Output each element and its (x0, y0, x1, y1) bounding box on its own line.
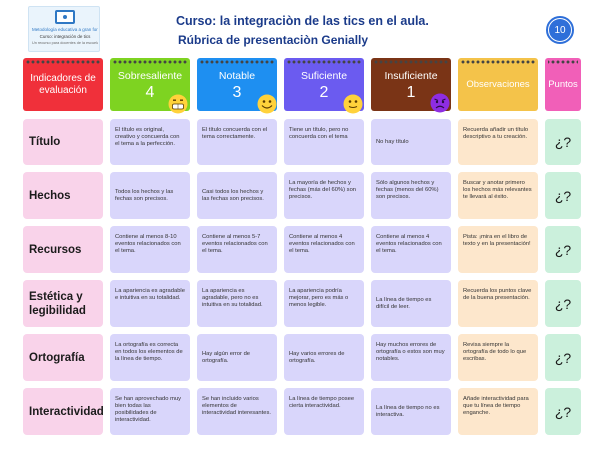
rubric-cell: La mayoría de hechos y fechas (más del 6… (284, 172, 364, 219)
rubric-cell: Hay muchos errores de ortografía o estos… (371, 334, 451, 381)
rubric-cell: Contiene al menos 4 eventos relacionados… (284, 226, 364, 273)
rubric-cell: La ortografía es correcta en todos los e… (110, 334, 190, 381)
spiral-rings (461, 59, 535, 65)
column-header-score: 1 (406, 84, 416, 101)
observation-cell: Buscar y anotar primero los hechos más r… (458, 172, 538, 219)
column-header-indicators: Indicadores de evaluación (23, 58, 103, 111)
logo-text-line3: Un recurso para docentes de la escuela (32, 41, 98, 45)
rubric-cell: Contiene al menos 4 eventos relacionados… (371, 226, 451, 273)
column-header-label: Suficiente (300, 70, 348, 82)
observation-cell: Recuerda añadir un título descriptivo a … (458, 119, 538, 165)
rubric-cell: Se han aprovechado muy bien todas las po… (110, 388, 190, 435)
column-header-label: Insuficiente (384, 70, 438, 82)
observation-cell: Revisa siempre la ortografía de todo lo … (458, 334, 538, 381)
frowning-face-icon (430, 93, 450, 113)
page-subtitle: Rúbrica de presentaciòn Genially (178, 33, 369, 47)
rubric-cell: La línea de tiempo no es interactiva. (371, 388, 451, 435)
rubric-cell: Contiene al menos 8-10 eventos relaciona… (110, 226, 190, 273)
column-header-label: Sobresaliente (117, 70, 183, 82)
points-cell[interactable]: ¿? (545, 226, 581, 273)
rubric-cell: Tiene un título, pero no concuerda con e… (284, 119, 364, 165)
rubric-cell: Sólo algunos hechos y fechas (menos del … (371, 172, 451, 219)
observation-cell: Pista: ¡mira en el libro de texto y en l… (458, 226, 538, 273)
row-label-interactividad: Interactividad (23, 388, 104, 435)
observation-cell: Añade interactividad para que tu línea d… (458, 388, 538, 435)
points-cell[interactable]: ¿? (545, 172, 581, 219)
rubric-cell: Contiene al menos 5-7 eventos relacionad… (197, 226, 277, 273)
points-cell[interactable]: ¿? (545, 334, 581, 381)
column-header-label: Observaciones (466, 79, 530, 90)
rubric-cell: No hay título (371, 119, 451, 165)
row-label-titulo: Título (23, 119, 103, 165)
column-header-suficiente: Suficiente 2 (284, 58, 364, 111)
rubric-cell: La apariencia podría mejorar, pero es má… (284, 280, 364, 327)
column-header-label: Puntos (548, 79, 578, 90)
page-title: Curso: la integraciòn de las tics en el … (176, 14, 429, 28)
column-header-label: Notable (218, 70, 256, 82)
row-label-estetica: Estética y legibilidad (23, 280, 103, 327)
rubric-cell: Casi todos los hechos y las fechas son p… (197, 172, 277, 219)
spiral-rings (374, 59, 448, 65)
smiling-face-icon (257, 94, 277, 114)
points-cell[interactable]: ¿? (545, 388, 581, 435)
column-header-score: 3 (232, 84, 242, 101)
row-label-recursos: Recursos (23, 226, 103, 273)
rubric-cell: La apariencia es agradable, pero no es i… (197, 280, 277, 327)
column-header-observaciones: Observaciones (458, 58, 538, 111)
course-logo: Metodología educativa a gran formación C… (28, 6, 100, 52)
rubric-cell: La línea de tiempo posee cierta interact… (284, 388, 364, 435)
column-header-puntos: Puntos (545, 58, 581, 111)
spiral-rings (548, 59, 578, 65)
logo-text-line2: Curso: integración de tics (39, 34, 91, 39)
column-header-sobresaliente: Sobresaliente 4 (110, 58, 190, 111)
rubric-cell: Hay algún error de ortografía. (197, 334, 277, 381)
rubric-cell: El título es original, creativo y concue… (110, 119, 190, 165)
spiral-rings (287, 59, 361, 65)
rubric-cell: Hay varios errores de ortografía. (284, 334, 364, 381)
spiral-rings (113, 59, 187, 65)
neutral-face-icon (343, 94, 363, 114)
page-number-badge[interactable]: 10 (546, 16, 574, 44)
rubric-cell: La línea de tiempo es difícil de leer. (371, 280, 451, 327)
row-label-hechos: Hechos (23, 172, 103, 219)
spiral-rings (26, 59, 100, 65)
monitor-icon (55, 10, 75, 24)
page-number: 10 (549, 19, 571, 41)
spiral-rings (200, 59, 274, 65)
observation-cell: Recuerda los puntos clave de la buena pr… (458, 280, 538, 327)
rubric-cell: El título concuerda con el tema correcta… (197, 119, 277, 165)
column-header-score: 4 (145, 84, 155, 101)
grinning-face-icon (168, 94, 188, 114)
row-label-ortografia: Ortografía (23, 334, 103, 381)
points-cell[interactable]: ¿? (545, 119, 581, 165)
points-cell[interactable]: ¿? (545, 280, 581, 327)
rubric-cell: Todos los hechos y las fechas son precis… (110, 172, 190, 219)
column-header-score: 2 (319, 84, 329, 101)
rubric-cell: La apariencia es agradable e intuitiva e… (110, 280, 190, 327)
rubric-cell: Se han incluido varios elementos de inte… (197, 388, 277, 435)
column-header-label: Indicadores de evaluación (30, 73, 96, 96)
logo-text-line1: Metodología educativa a gran formación (32, 27, 98, 32)
